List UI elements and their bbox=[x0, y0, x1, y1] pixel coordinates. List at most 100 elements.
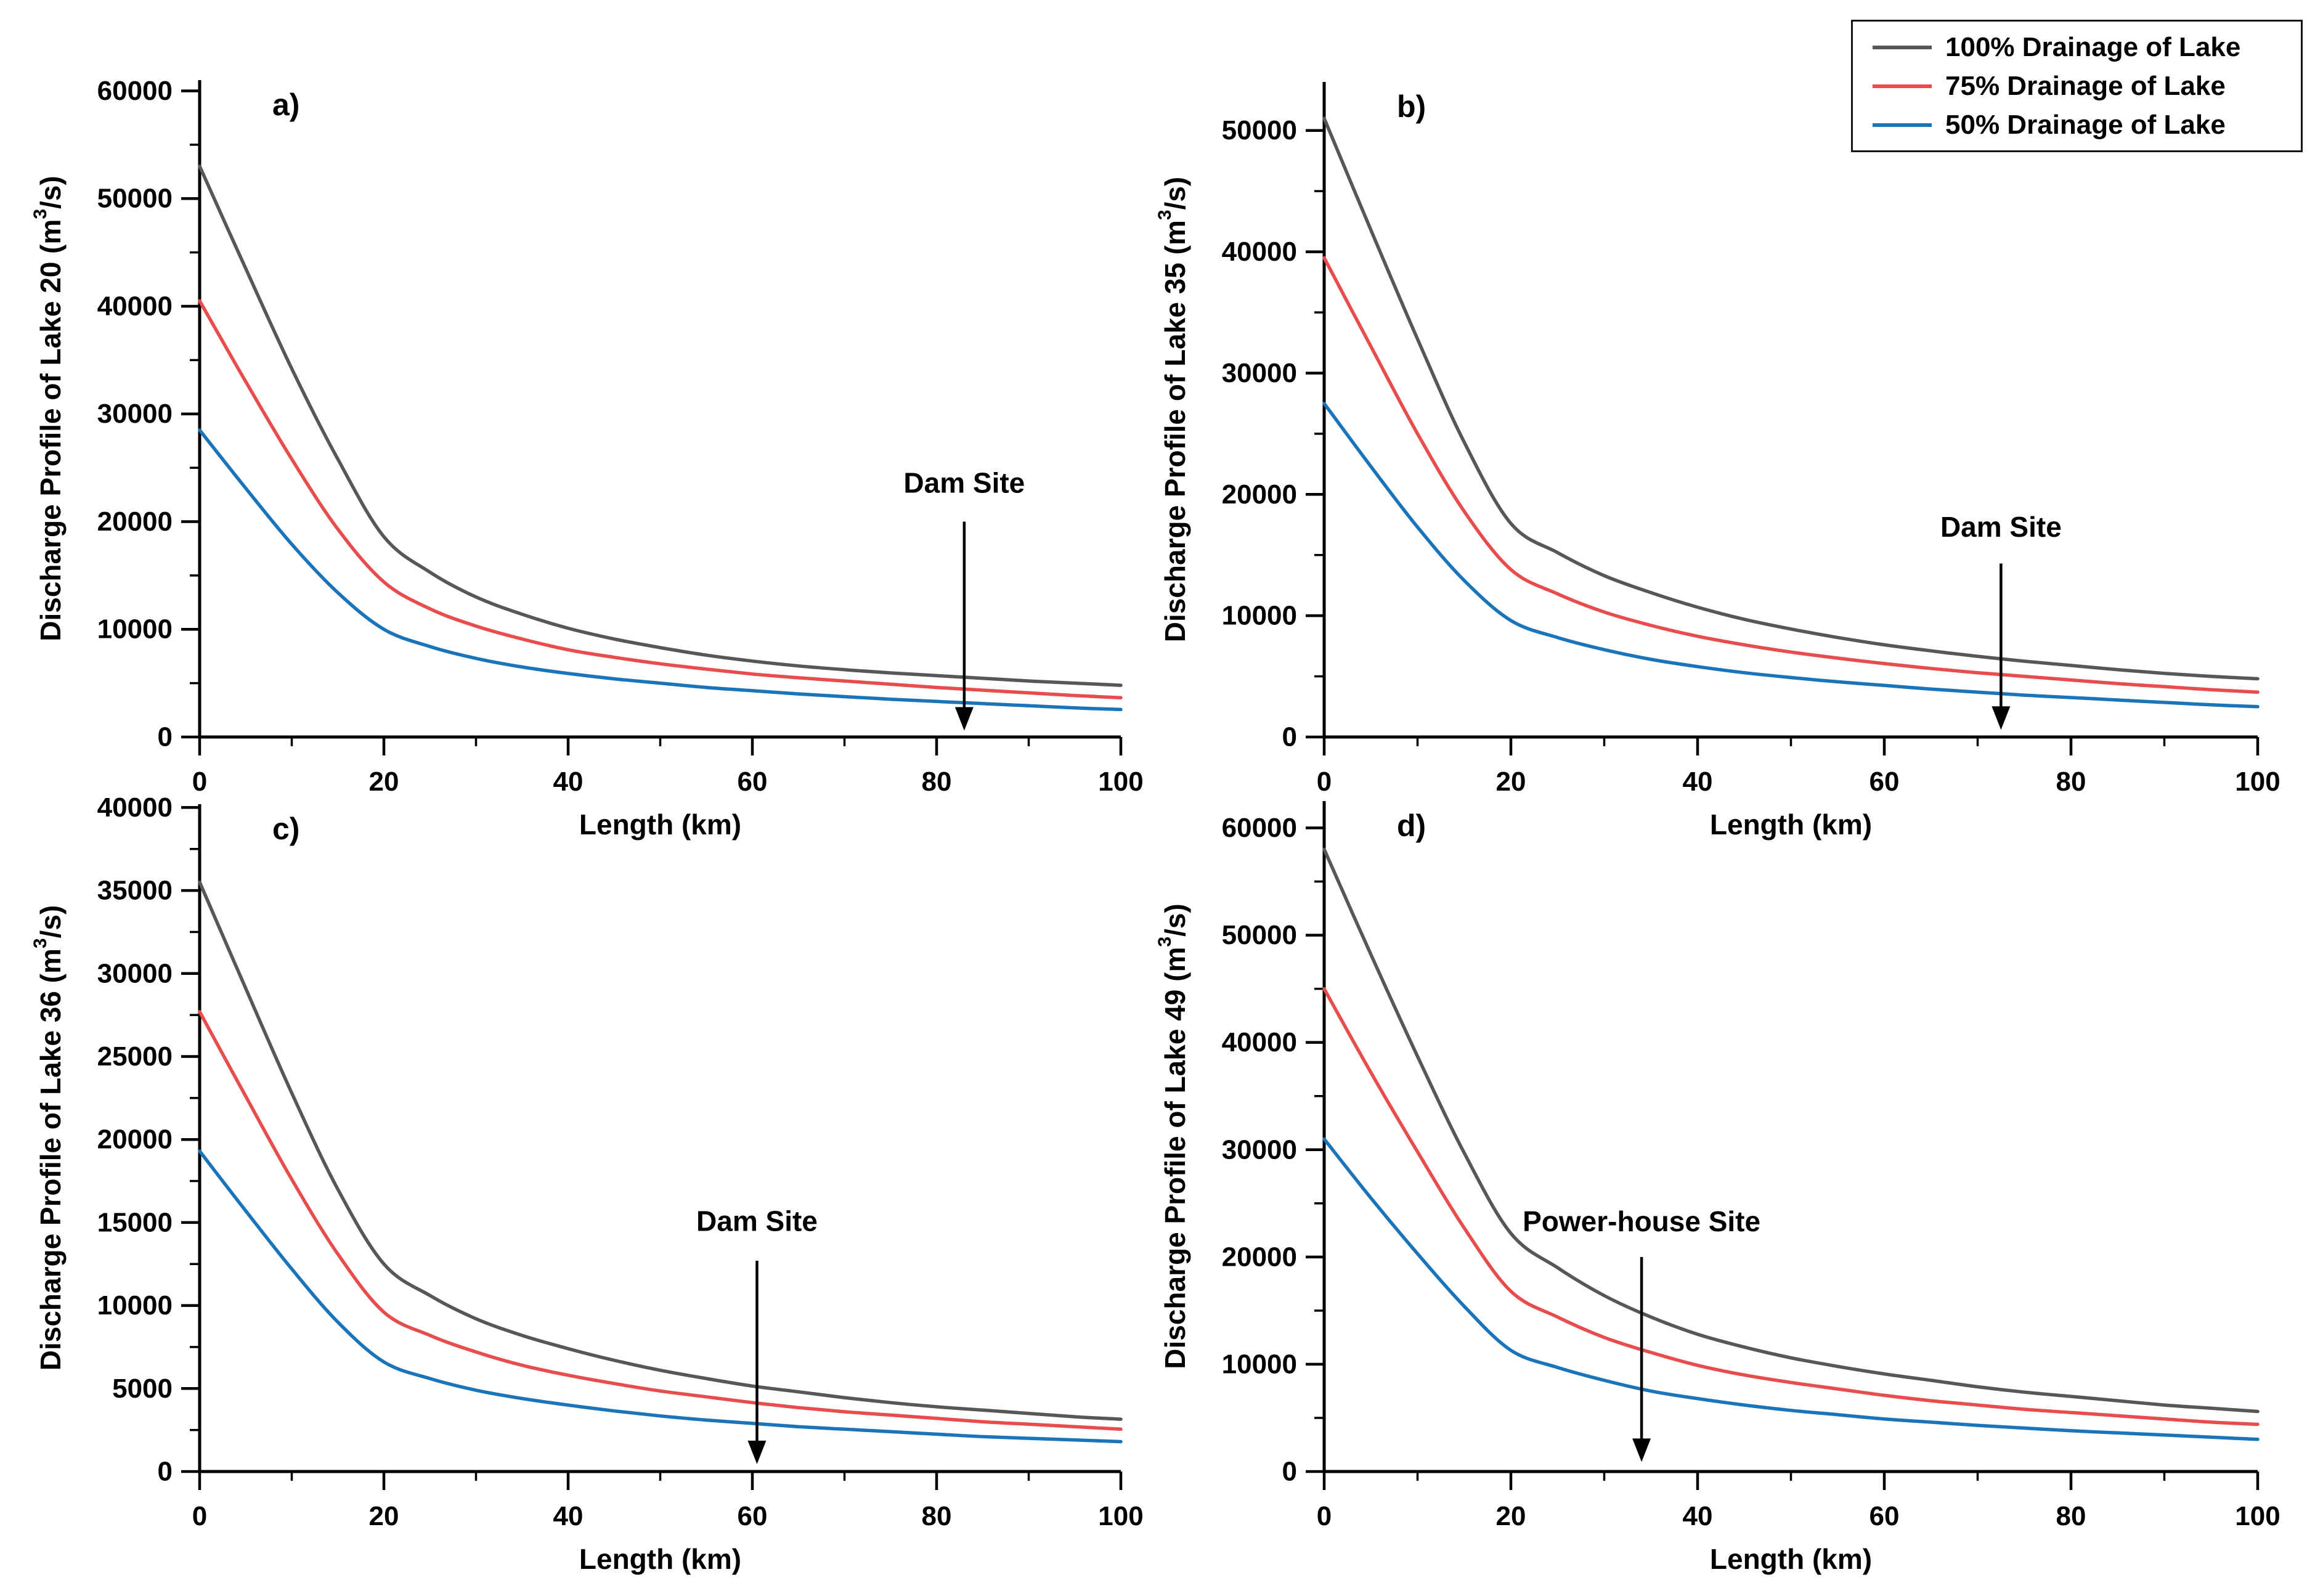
y-tick-label: 25000 bbox=[97, 1041, 173, 1072]
x-tick-label: 20 bbox=[369, 767, 399, 797]
x-tick-label: 80 bbox=[922, 767, 952, 797]
legend-label-100pct: 100% Drainage of Lake bbox=[1945, 31, 2241, 62]
panel-letter-b: b) bbox=[1397, 89, 1426, 124]
panel-letter-d: d) bbox=[1397, 808, 1426, 843]
panel-letter-c: c) bbox=[272, 812, 299, 846]
annotation-label: Dam Site bbox=[1940, 511, 2062, 543]
legend-line-sample-100pct bbox=[1873, 45, 1932, 49]
curve-d-1 bbox=[1322, 987, 2260, 1427]
x-tick-label: 100 bbox=[2235, 1501, 2280, 1531]
curve-d-2 bbox=[1322, 1137, 2260, 1441]
y-axis-title: Discharge Profile of Lake 20 (m3/s) bbox=[30, 176, 67, 641]
legend-label-50pct: 50% Drainage of Lake bbox=[1945, 109, 2226, 140]
y-tick-label: 35000 bbox=[97, 876, 173, 906]
y-tick-label: 60000 bbox=[1222, 813, 1297, 843]
x-axis-title: Length (km) bbox=[579, 808, 741, 841]
y-axis-title: Discharge Profile of Lake 36 (m3/s) bbox=[30, 905, 67, 1371]
annotation-arrow-head bbox=[1632, 1438, 1651, 1462]
panel-b: 0 10000 20000 30000 40000 50000 0 20 40 60 80 100 Le… bbox=[1155, 82, 2280, 841]
legend-box: 100% Drainage of Lake 75% Drainage of La… bbox=[1851, 20, 2303, 152]
legend-line-sample-50pct bbox=[1873, 123, 1932, 127]
y-tick-label: 10000 bbox=[1222, 1349, 1297, 1379]
x-tick-label: 0 bbox=[1317, 1501, 1332, 1531]
x-tick-label: 100 bbox=[2235, 767, 2280, 797]
x-tick-label: 60 bbox=[738, 1501, 768, 1531]
x-tick-label: 20 bbox=[369, 1501, 399, 1531]
x-tick-label: 80 bbox=[2056, 1501, 2086, 1531]
annotation-label: Dam Site bbox=[903, 466, 1025, 499]
curve-d-0 bbox=[1322, 847, 2260, 1414]
y-axis-title: Discharge Profile of Lake 49 (m3/s) bbox=[1155, 903, 1192, 1369]
annotation-label: Power-house Site bbox=[1523, 1205, 1760, 1237]
x-axis-title: Length (km) bbox=[579, 1543, 741, 1575]
x-axis-title: Length (km) bbox=[1710, 808, 1872, 841]
y-tick-label: 40000 bbox=[1222, 237, 1297, 267]
legend-entry-100pct: 100% Drainage of Lake bbox=[1873, 28, 2301, 67]
y-tick-label: 20000 bbox=[1222, 1242, 1297, 1272]
y-tick-label: 0 bbox=[1282, 722, 1297, 752]
annotation-arrow-head bbox=[954, 707, 974, 731]
y-tick-label: 10000 bbox=[97, 614, 173, 645]
curve-c-2 bbox=[198, 1149, 1123, 1444]
y-tick-label: 0 bbox=[1282, 1457, 1297, 1487]
y-tick-label: 15000 bbox=[97, 1207, 173, 1237]
annotation-label: Dam Site bbox=[696, 1205, 818, 1237]
x-axis-title: Length (km) bbox=[1710, 1543, 1872, 1575]
panel-letter-a: a) bbox=[272, 88, 299, 122]
y-tick-label: 40000 bbox=[97, 792, 173, 823]
y-tick-label: 40000 bbox=[1222, 1027, 1297, 1057]
legend-entry-75pct: 75% Drainage of Lake bbox=[1873, 67, 2301, 105]
x-tick-label: 60 bbox=[1869, 1501, 1900, 1531]
curve-c-0 bbox=[198, 880, 1123, 1421]
y-tick-label: 20000 bbox=[97, 1125, 173, 1155]
x-tick-label: 40 bbox=[1683, 1501, 1713, 1531]
panel-c: 0 5000 10000 15000 20000 25000 30000 35000 40000… bbox=[30, 792, 1144, 1575]
x-tick-label: 0 bbox=[1317, 767, 1332, 797]
x-tick-label: 20 bbox=[1496, 1501, 1526, 1531]
y-tick-label: 10000 bbox=[97, 1290, 173, 1321]
curve-a-0 bbox=[198, 165, 1123, 687]
y-tick-label: 20000 bbox=[1222, 479, 1297, 510]
curve-b-0 bbox=[1322, 116, 2260, 681]
x-tick-label: 40 bbox=[1683, 767, 1713, 797]
curve-c-1 bbox=[198, 1010, 1123, 1431]
x-tick-label: 80 bbox=[2056, 767, 2086, 797]
x-tick-label: 100 bbox=[1098, 1501, 1143, 1531]
y-tick-label: 30000 bbox=[1222, 358, 1297, 388]
curve-b-2 bbox=[1322, 401, 2260, 709]
panel-d: 0 10000 20000 30000 40000 50000 60000 0 20 40 60 80… bbox=[1155, 801, 2280, 1575]
annotation-arrow-head bbox=[747, 1440, 767, 1464]
x-tick-label: 0 bbox=[192, 767, 207, 797]
curve-b-1 bbox=[1322, 256, 2260, 694]
y-tick-label: 30000 bbox=[97, 399, 173, 429]
x-tick-label: 40 bbox=[553, 767, 584, 797]
panel-a: 0 10000 20000 30000 40000 50000 60000 0 20 40 60 80… bbox=[30, 76, 1144, 841]
x-tick-label: 60 bbox=[738, 767, 768, 797]
x-tick-label: 20 bbox=[1496, 767, 1526, 797]
y-tick-label: 50000 bbox=[1222, 920, 1297, 950]
y-tick-label: 30000 bbox=[97, 958, 173, 988]
y-tick-label: 0 bbox=[158, 1457, 173, 1487]
y-tick-label: 20000 bbox=[97, 507, 173, 537]
x-tick-label: 60 bbox=[1869, 767, 1900, 797]
x-tick-label: 80 bbox=[922, 1501, 952, 1531]
annotation-arrow-head bbox=[1992, 706, 2011, 730]
x-tick-label: 100 bbox=[1098, 767, 1143, 797]
y-tick-label: 30000 bbox=[1222, 1134, 1297, 1165]
legend-label-75pct: 75% Drainage of Lake bbox=[1945, 70, 2226, 101]
curve-a-1 bbox=[198, 299, 1123, 699]
legend-line-sample-75pct bbox=[1873, 84, 1932, 88]
legend-entry-50pct: 50% Drainage of Lake bbox=[1873, 105, 2301, 144]
y-axis-title: Discharge Profile of Lake 35 (m3/s) bbox=[1155, 177, 1192, 643]
y-tick-label: 0 bbox=[158, 722, 173, 752]
y-tick-label: 60000 bbox=[97, 76, 173, 106]
x-tick-label: 40 bbox=[553, 1501, 584, 1531]
y-tick-label: 10000 bbox=[1222, 601, 1297, 631]
y-tick-label: 5000 bbox=[112, 1374, 173, 1404]
y-tick-label: 50000 bbox=[97, 184, 173, 214]
y-tick-label: 40000 bbox=[97, 291, 173, 321]
x-tick-label: 0 bbox=[192, 1501, 207, 1531]
y-tick-label: 50000 bbox=[1222, 115, 1297, 145]
